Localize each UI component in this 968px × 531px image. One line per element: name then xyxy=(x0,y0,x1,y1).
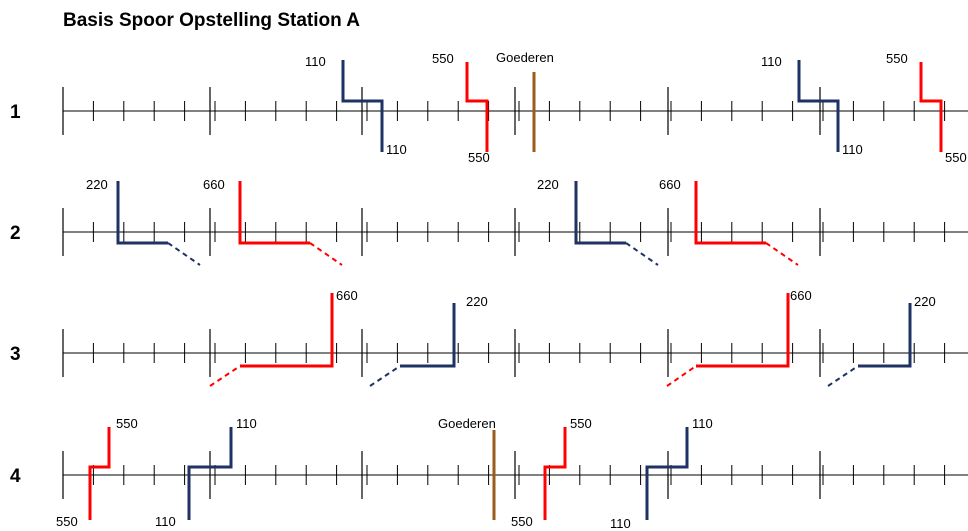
track-row-1: 1 xyxy=(10,87,968,135)
train-label: 550 xyxy=(432,51,454,66)
train-label: 550 xyxy=(945,150,967,165)
train-label: 110 xyxy=(610,516,631,531)
train-label: 110 xyxy=(386,142,407,157)
train-550 xyxy=(88,427,111,520)
train-label: 550 xyxy=(56,514,78,529)
train-label: 550 xyxy=(570,416,592,431)
train-label: 220 xyxy=(537,177,559,192)
train-continuation-dashed xyxy=(309,242,343,266)
train-label: 110 xyxy=(842,142,863,157)
train-label: Goederen xyxy=(496,50,554,65)
row-2-trains: 220 660 220 660 xyxy=(86,177,799,266)
train-110 xyxy=(645,427,689,520)
train-label: 660 xyxy=(203,177,225,192)
train-label: Goederen xyxy=(438,416,496,431)
train-label: 660 xyxy=(336,288,358,303)
train-continuation-dashed xyxy=(209,365,241,387)
train-label: 110 xyxy=(761,54,782,69)
train-label: 110 xyxy=(305,54,326,69)
train-continuation-dashed xyxy=(666,365,697,387)
train-660 xyxy=(238,181,310,245)
diagram-title: Basis Spoor Opstelling Station A xyxy=(63,10,360,31)
train-label: 110 xyxy=(692,416,713,431)
train-label: 110 xyxy=(155,514,176,529)
train-label: 550 xyxy=(886,51,908,66)
train-label: 550 xyxy=(116,416,138,431)
train-110 xyxy=(341,60,384,152)
train-220 xyxy=(858,303,912,368)
row-3-trains: 660 220 660 220 xyxy=(209,288,936,387)
row-4-trains: 550 550 110 110 Goederen 550 550 110 110 xyxy=(56,416,713,531)
train-550 xyxy=(919,62,943,152)
train-label: 220 xyxy=(914,294,936,309)
train-550 xyxy=(465,62,489,152)
train-660 xyxy=(696,293,790,368)
train-660 xyxy=(694,181,766,245)
train-continuation-dashed xyxy=(625,242,659,266)
track-row-4: 4 xyxy=(10,451,968,499)
train-continuation-dashed xyxy=(369,365,401,387)
train-continuation-dashed xyxy=(827,365,859,387)
row-label: 3 xyxy=(10,344,21,365)
track-row-2: 2 xyxy=(10,208,968,256)
train-label: 110 xyxy=(236,416,257,431)
train-continuation-dashed xyxy=(765,242,799,266)
train-220 xyxy=(574,181,626,245)
train-660 xyxy=(240,293,334,368)
train-550 xyxy=(543,427,567,520)
train-110 xyxy=(797,60,840,152)
train-label: 220 xyxy=(86,177,108,192)
train-label: 660 xyxy=(659,177,681,192)
track-row-3: 3 xyxy=(10,329,968,377)
train-220 xyxy=(400,303,456,368)
train-label: 550 xyxy=(511,514,533,529)
row-label: 4 xyxy=(10,466,21,487)
row-label: 2 xyxy=(10,223,21,244)
train-label: 220 xyxy=(466,294,488,309)
train-label: 550 xyxy=(468,150,490,165)
train-220 xyxy=(116,181,168,245)
row-label: 1 xyxy=(10,102,21,123)
train-continuation-dashed xyxy=(167,242,201,266)
train-110 xyxy=(187,427,233,520)
row-1-trains: 110 110 550 550 Goederen 110 110 550 550 xyxy=(305,50,967,165)
train-label: 660 xyxy=(790,288,812,303)
